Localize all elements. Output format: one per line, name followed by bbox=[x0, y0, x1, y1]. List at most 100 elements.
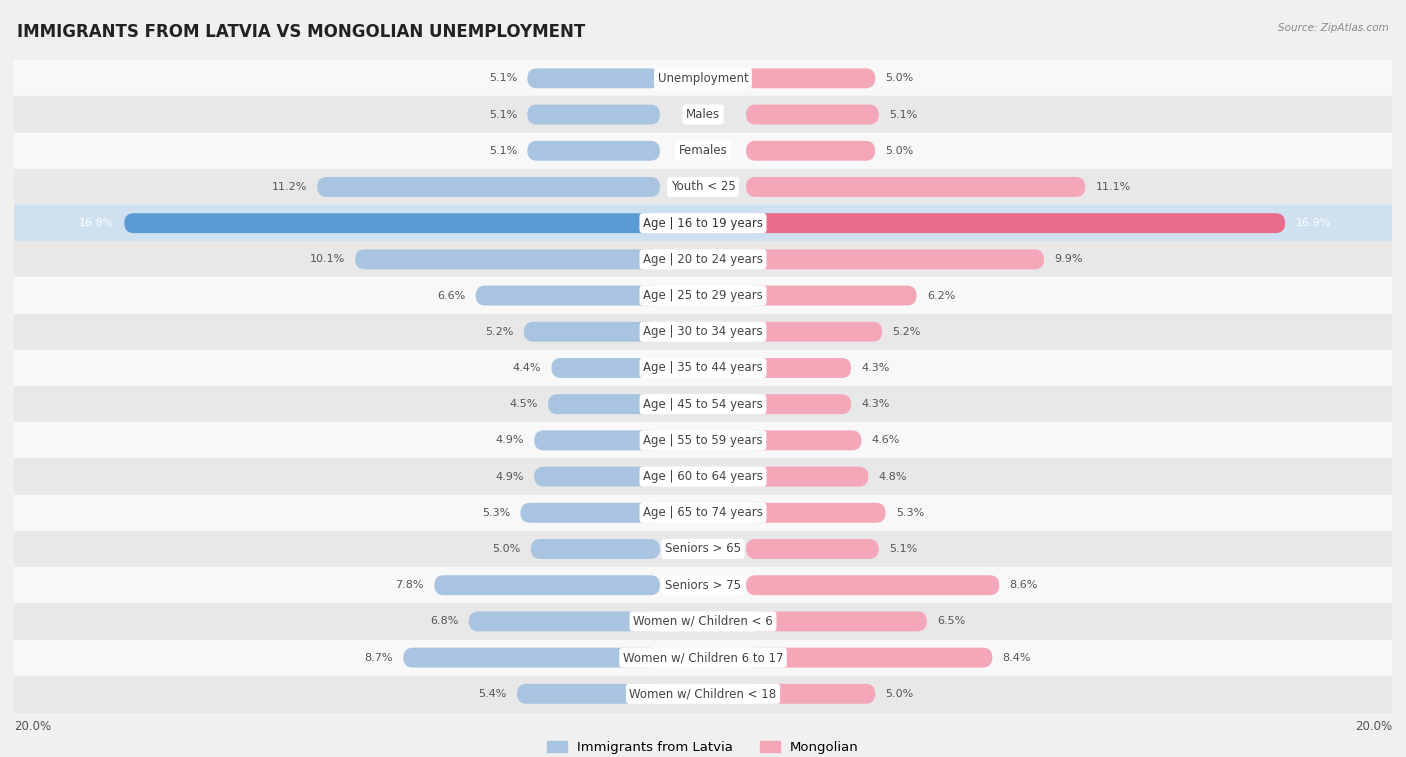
FancyBboxPatch shape bbox=[534, 431, 659, 450]
Bar bbox=[14, 205, 1392, 241]
Text: Source: ZipAtlas.com: Source: ZipAtlas.com bbox=[1278, 23, 1389, 33]
Bar bbox=[14, 313, 1392, 350]
FancyBboxPatch shape bbox=[434, 575, 659, 595]
Bar bbox=[14, 494, 1392, 531]
Text: Males: Males bbox=[686, 108, 720, 121]
Text: 4.3%: 4.3% bbox=[862, 363, 890, 373]
Bar bbox=[14, 132, 1392, 169]
Text: 6.2%: 6.2% bbox=[927, 291, 955, 301]
Text: Age | 30 to 34 years: Age | 30 to 34 years bbox=[643, 326, 763, 338]
Text: 5.1%: 5.1% bbox=[489, 73, 517, 83]
FancyBboxPatch shape bbox=[747, 141, 875, 160]
Text: Age | 45 to 54 years: Age | 45 to 54 years bbox=[643, 397, 763, 410]
FancyBboxPatch shape bbox=[747, 466, 869, 487]
FancyBboxPatch shape bbox=[747, 612, 927, 631]
Text: Age | 25 to 29 years: Age | 25 to 29 years bbox=[643, 289, 763, 302]
Text: Females: Females bbox=[679, 145, 727, 157]
FancyBboxPatch shape bbox=[747, 285, 917, 306]
FancyBboxPatch shape bbox=[548, 394, 659, 414]
Text: 8.6%: 8.6% bbox=[1010, 580, 1038, 590]
Text: Age | 20 to 24 years: Age | 20 to 24 years bbox=[643, 253, 763, 266]
Text: 4.4%: 4.4% bbox=[513, 363, 541, 373]
FancyBboxPatch shape bbox=[747, 539, 879, 559]
Text: Women w/ Children 6 to 17: Women w/ Children 6 to 17 bbox=[623, 651, 783, 664]
Text: 5.3%: 5.3% bbox=[482, 508, 510, 518]
Text: 11.1%: 11.1% bbox=[1095, 182, 1130, 192]
Text: 5.2%: 5.2% bbox=[485, 327, 513, 337]
FancyBboxPatch shape bbox=[747, 104, 879, 124]
Bar bbox=[14, 386, 1392, 422]
Text: 16.9%: 16.9% bbox=[1295, 218, 1331, 228]
FancyBboxPatch shape bbox=[534, 466, 659, 487]
FancyBboxPatch shape bbox=[124, 213, 659, 233]
Text: Unemployment: Unemployment bbox=[658, 72, 748, 85]
FancyBboxPatch shape bbox=[468, 612, 659, 631]
FancyBboxPatch shape bbox=[517, 684, 659, 704]
FancyBboxPatch shape bbox=[356, 249, 659, 269]
Text: IMMIGRANTS FROM LATVIA VS MONGOLIAN UNEMPLOYMENT: IMMIGRANTS FROM LATVIA VS MONGOLIAN UNEM… bbox=[17, 23, 585, 41]
Bar bbox=[14, 567, 1392, 603]
Text: 4.9%: 4.9% bbox=[495, 435, 524, 445]
FancyBboxPatch shape bbox=[747, 213, 1285, 233]
Text: Age | 55 to 59 years: Age | 55 to 59 years bbox=[643, 434, 763, 447]
Text: Age | 60 to 64 years: Age | 60 to 64 years bbox=[643, 470, 763, 483]
FancyBboxPatch shape bbox=[747, 684, 875, 704]
FancyBboxPatch shape bbox=[551, 358, 659, 378]
Text: Seniors > 75: Seniors > 75 bbox=[665, 578, 741, 592]
Bar bbox=[14, 278, 1392, 313]
Text: 5.3%: 5.3% bbox=[896, 508, 924, 518]
Bar bbox=[14, 350, 1392, 386]
Text: 16.8%: 16.8% bbox=[79, 218, 114, 228]
Text: 6.5%: 6.5% bbox=[938, 616, 966, 626]
FancyBboxPatch shape bbox=[520, 503, 659, 523]
Text: 5.1%: 5.1% bbox=[889, 110, 917, 120]
Text: 8.7%: 8.7% bbox=[364, 653, 392, 662]
FancyBboxPatch shape bbox=[404, 648, 659, 668]
FancyBboxPatch shape bbox=[747, 68, 875, 89]
Text: 5.0%: 5.0% bbox=[886, 146, 914, 156]
Bar bbox=[14, 241, 1392, 278]
FancyBboxPatch shape bbox=[527, 141, 659, 160]
Text: 6.8%: 6.8% bbox=[430, 616, 458, 626]
Text: 7.8%: 7.8% bbox=[395, 580, 425, 590]
Text: 5.1%: 5.1% bbox=[889, 544, 917, 554]
Text: 20.0%: 20.0% bbox=[1355, 720, 1392, 733]
FancyBboxPatch shape bbox=[527, 104, 659, 124]
Bar bbox=[14, 459, 1392, 494]
Text: 4.3%: 4.3% bbox=[862, 399, 890, 410]
Bar bbox=[14, 96, 1392, 132]
Text: 5.0%: 5.0% bbox=[886, 73, 914, 83]
Text: 5.4%: 5.4% bbox=[478, 689, 506, 699]
Text: Seniors > 65: Seniors > 65 bbox=[665, 543, 741, 556]
Bar bbox=[14, 531, 1392, 567]
Text: Women w/ Children < 18: Women w/ Children < 18 bbox=[630, 687, 776, 700]
FancyBboxPatch shape bbox=[318, 177, 659, 197]
Text: 5.1%: 5.1% bbox=[489, 110, 517, 120]
Bar bbox=[14, 676, 1392, 712]
Text: 6.6%: 6.6% bbox=[437, 291, 465, 301]
Text: 4.6%: 4.6% bbox=[872, 435, 900, 445]
FancyBboxPatch shape bbox=[475, 285, 659, 306]
Text: 5.1%: 5.1% bbox=[489, 146, 517, 156]
Text: 8.4%: 8.4% bbox=[1002, 653, 1031, 662]
Legend: Immigrants from Latvia, Mongolian: Immigrants from Latvia, Mongolian bbox=[541, 736, 865, 757]
Text: 5.0%: 5.0% bbox=[492, 544, 520, 554]
Text: Age | 65 to 74 years: Age | 65 to 74 years bbox=[643, 506, 763, 519]
FancyBboxPatch shape bbox=[747, 575, 1000, 595]
Text: 4.5%: 4.5% bbox=[509, 399, 537, 410]
Bar bbox=[14, 61, 1392, 96]
Text: Youth < 25: Youth < 25 bbox=[671, 180, 735, 194]
FancyBboxPatch shape bbox=[524, 322, 659, 341]
Text: Age | 16 to 19 years: Age | 16 to 19 years bbox=[643, 217, 763, 229]
FancyBboxPatch shape bbox=[747, 358, 851, 378]
Text: 5.2%: 5.2% bbox=[893, 327, 921, 337]
Bar bbox=[14, 169, 1392, 205]
Bar bbox=[14, 640, 1392, 676]
Text: 4.8%: 4.8% bbox=[879, 472, 907, 481]
FancyBboxPatch shape bbox=[531, 539, 659, 559]
FancyBboxPatch shape bbox=[747, 322, 882, 341]
FancyBboxPatch shape bbox=[527, 68, 659, 89]
Text: 9.9%: 9.9% bbox=[1054, 254, 1083, 264]
FancyBboxPatch shape bbox=[747, 249, 1045, 269]
Text: 11.2%: 11.2% bbox=[271, 182, 307, 192]
